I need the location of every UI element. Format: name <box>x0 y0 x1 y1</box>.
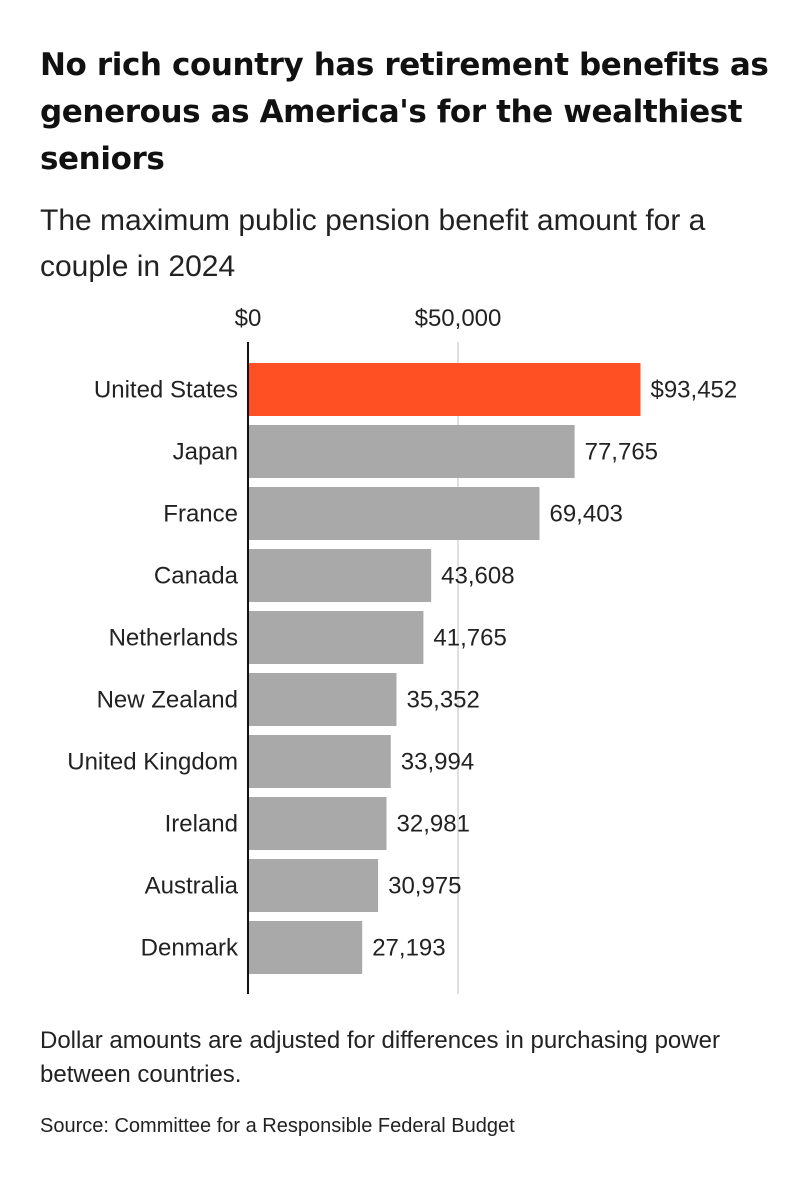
category-label: Netherlands <box>109 625 238 652</box>
bar-ireland <box>248 797 387 850</box>
category-label: United States <box>94 377 238 404</box>
chart-subtitle: The maximum public pension benefit amoun… <box>40 204 706 283</box>
value-label: 27,193 <box>372 935 445 962</box>
bar-united-states <box>248 363 641 416</box>
category-label: New Zealand <box>97 687 238 714</box>
value-label: 77,765 <box>585 439 658 466</box>
bar-australia <box>248 859 379 912</box>
value-label: 41,765 <box>433 625 506 652</box>
bar-japan <box>248 425 575 478</box>
x-axis-ticks: $0 $50,000 <box>235 305 502 332</box>
chart-title: No rich country has retirement benefits … <box>40 47 769 177</box>
x-tick-label: $0 <box>235 305 262 332</box>
bars <box>248 363 641 974</box>
category-label: France <box>163 501 238 528</box>
category-label: Canada <box>154 563 239 590</box>
value-label: 43,608 <box>441 563 514 590</box>
source-credit: Source: Committee for a Responsible Fede… <box>40 1115 515 1137</box>
bar-chart: $0 $50,000 United States $93,452 Japan 77,76… <box>67 305 737 994</box>
bar-canada <box>248 549 432 602</box>
bar-france <box>248 487 540 540</box>
category-label: Australia <box>145 873 239 900</box>
bar-united-kingdom <box>248 735 391 788</box>
category-label: United Kingdom <box>67 749 238 776</box>
labels: United States $93,452 Japan 77,765 France 69,… <box>67 377 737 962</box>
value-label: 32,981 <box>397 811 470 838</box>
bar-new-zealand <box>248 673 397 726</box>
value-label: 30,975 <box>388 873 461 900</box>
x-tick-label: $50,000 <box>415 305 502 332</box>
category-label: Denmark <box>141 935 239 962</box>
value-label: 33,994 <box>401 749 474 776</box>
bar-netherlands <box>248 611 424 664</box>
value-label: $93,452 <box>650 377 737 404</box>
category-label: Ireland <box>165 811 238 838</box>
value-label: 69,403 <box>549 501 622 528</box>
bar-denmark <box>248 921 363 974</box>
footnote: Dollar amounts are adjusted for differen… <box>40 1027 720 1088</box>
category-label: Japan <box>173 439 238 466</box>
value-label: 35,352 <box>406 687 479 714</box>
